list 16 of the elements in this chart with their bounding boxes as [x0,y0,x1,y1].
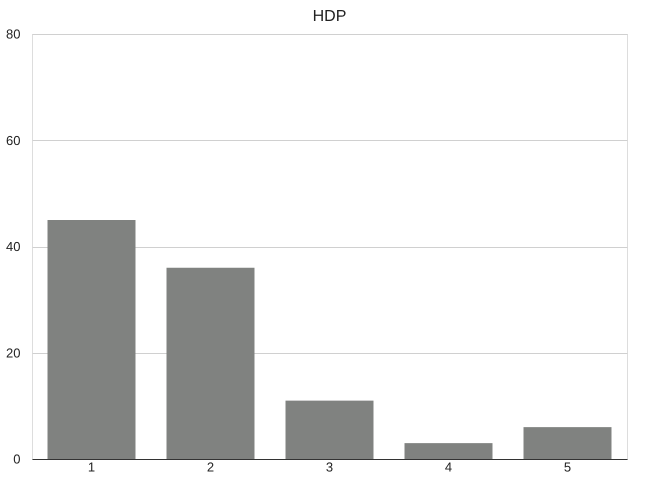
x-tick-label: 1 [88,460,96,474]
bar [404,443,492,459]
bar [286,400,374,459]
x-tick-label: 5 [564,460,572,474]
x-tick-label: 3 [326,460,334,474]
bar [166,268,254,459]
y-tick-label: 0 [13,452,20,466]
chart-title: HDP [312,8,346,25]
x-tick-label: 2 [206,460,214,474]
y-tick-label: 80 [6,26,20,42]
bar [524,427,612,459]
y-tick-label: 20 [6,345,20,360]
bar [48,220,136,459]
y-tick-label: 40 [6,239,20,254]
x-tick-label: 4 [444,460,452,474]
y-tick-label: 60 [6,132,20,148]
